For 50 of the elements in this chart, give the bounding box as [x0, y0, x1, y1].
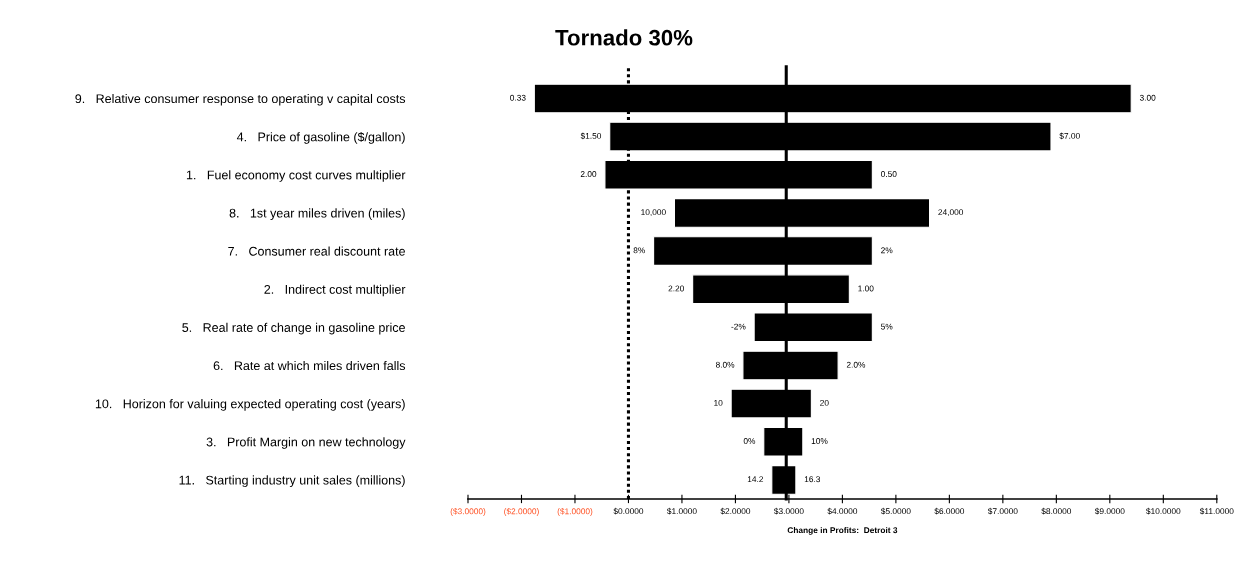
annotation: 20: [820, 399, 829, 406]
y-tick-label: 2. Indirect cost multiplier: [264, 284, 406, 297]
annotation: -2%: [731, 323, 746, 330]
annotation: 10: [714, 399, 723, 406]
x-tick-label: $9.0000: [1094, 507, 1125, 515]
y-tick-label: 11. Starting industry unit sales (millions): [179, 475, 405, 488]
y-tick-label: 6. Rate at which miles driven falls: [213, 360, 406, 371]
y-tick-label: 1. Fuel economy cost curves multiplier: [186, 170, 406, 182]
chart-title: Tornado 30%: [555, 29, 693, 46]
x-tick-label: $1.0000: [666, 507, 697, 515]
x-tick-label: $4.0000: [827, 507, 858, 515]
annotation: 10,000: [641, 209, 666, 217]
annotation: 5%: [881, 323, 893, 330]
annotation: $7.00: [1059, 132, 1080, 140]
y-tick-label: 10. Horizon for valuing expected operating cost (years): [95, 399, 405, 411]
annotation: 14.2: [747, 476, 764, 483]
annotation: $1.50: [580, 132, 602, 140]
annotation: 8.0%: [715, 361, 735, 368]
annotation: 2.00: [580, 171, 597, 177]
x-axis-title: Change in Profits: Detroit 3: [787, 526, 898, 535]
y-tick-label: 3. Profit Margin on new technology: [206, 437, 406, 449]
y-tick-label: 7. Consumer real discount rate: [228, 246, 405, 256]
y-tick-label: 8. 1st year miles driven (miles): [229, 208, 405, 221]
y-tick-label: 5. Real rate of change in gasoline price: [182, 322, 405, 335]
annotation: 16.3: [804, 476, 821, 483]
annotation: 8%: [633, 247, 645, 254]
x-tick-label: ($1.0000): [557, 507, 593, 516]
x-tick-label: ($3.0000): [450, 507, 486, 516]
x-tick-label: $11.0000: [1199, 507, 1234, 515]
annotation: 2.20: [668, 285, 684, 292]
annotation: 24,000: [938, 209, 964, 217]
x-tick-label: ($2.0000): [504, 507, 539, 516]
y-tick-label: 9. Relative consumer response to operating v capital costs: [75, 93, 406, 106]
x-tick-label: $10.0000: [1146, 507, 1181, 515]
annotation: 1.00: [858, 285, 874, 292]
annotation: 3.00: [1139, 94, 1156, 101]
x-tick-label: $3.0000: [773, 507, 804, 515]
annotation: 0%: [743, 438, 756, 444]
annotation: 0.50: [881, 171, 897, 177]
x-tick-label: $6.0000: [934, 507, 965, 515]
x-tick-label: $7.0000: [987, 507, 1018, 515]
annotation: 0.33: [510, 94, 526, 101]
x-tick-label: $2.0000: [720, 507, 751, 515]
x-tick-label: $8.0000: [1041, 507, 1072, 515]
x-tick-label: $0.0000: [613, 507, 644, 515]
x-tick-label: $5.0000: [880, 507, 911, 515]
annotation: 2.0%: [846, 361, 866, 368]
annotation: 10%: [811, 438, 828, 444]
y-tick-label: 4. Price of gasoline ($/gallon): [236, 131, 405, 144]
annotation: 2%: [881, 247, 893, 254]
